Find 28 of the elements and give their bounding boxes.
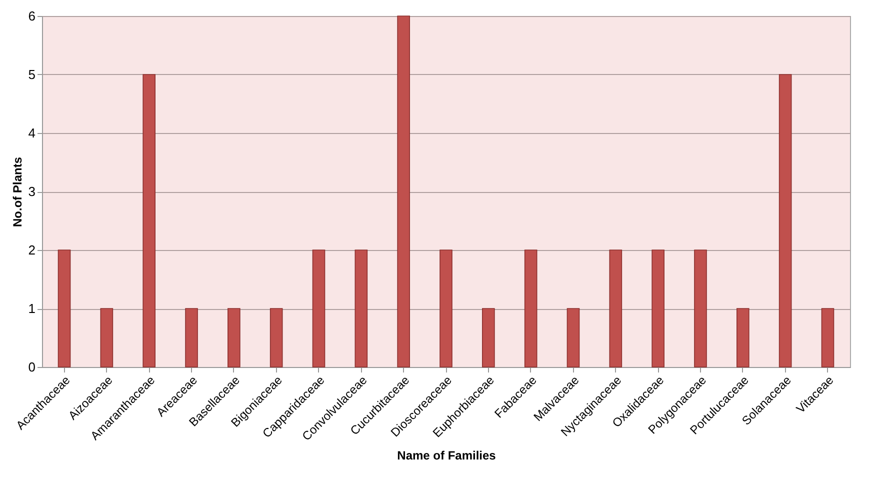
- bar: [821, 308, 834, 368]
- bar: [228, 308, 240, 368]
- bar: [652, 250, 664, 368]
- y-tick-label: 3: [28, 184, 36, 199]
- y-tick-label: 6: [28, 8, 36, 24]
- y-tick-label: 0: [28, 360, 36, 374]
- bar: [609, 250, 622, 368]
- bar: [736, 308, 750, 368]
- bar: [312, 250, 326, 368]
- y-tick-label: 4: [28, 126, 36, 140]
- bar: [185, 308, 198, 368]
- bar: [440, 250, 452, 368]
- bar: [524, 250, 538, 368]
- x-axis-title: Name of Families: [397, 448, 496, 463]
- bar: [694, 250, 707, 368]
- bar: [778, 74, 792, 368]
- y-tick-label: 1: [28, 301, 36, 316]
- bar: [397, 16, 410, 368]
- bar: [270, 308, 283, 368]
- bar: [354, 250, 368, 368]
- bar: [100, 308, 114, 368]
- bar: [142, 74, 156, 368]
- y-tick-label: 5: [28, 67, 36, 82]
- bar: [566, 308, 580, 368]
- y-tick-label: 2: [28, 242, 36, 258]
- bar: [58, 250, 71, 368]
- bar: [482, 308, 495, 368]
- y-axis-title: No.of Plants: [10, 156, 24, 228]
